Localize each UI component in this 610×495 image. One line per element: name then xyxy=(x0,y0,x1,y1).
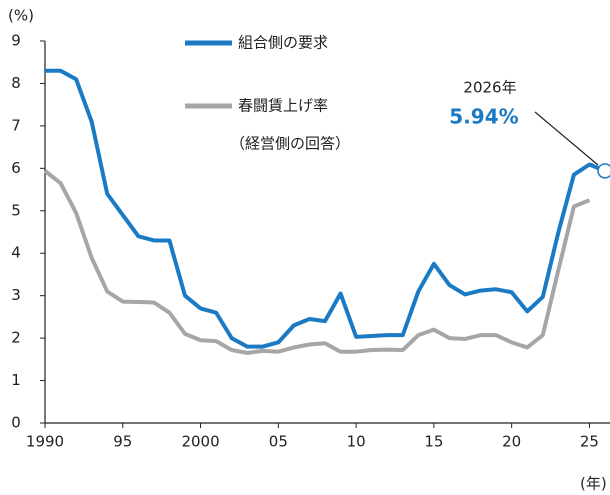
y-unit: (%) xyxy=(8,7,34,25)
x-tick-label: 20 xyxy=(502,433,521,451)
x-tick-label: 1990 xyxy=(26,433,64,451)
x-tick-label: 05 xyxy=(269,433,288,451)
series-line xyxy=(43,169,591,355)
y-tick-label: 8 xyxy=(11,74,21,92)
y-tick-label: 2 xyxy=(11,329,21,347)
x-tick-label: 25 xyxy=(580,433,599,451)
y-tick-label: 5 xyxy=(11,201,21,219)
x-tick-label: 2000 xyxy=(181,433,219,451)
series-line xyxy=(45,68,606,349)
y-tick-label: 1 xyxy=(11,371,21,389)
y-tick-label: 7 xyxy=(11,116,21,134)
x-tick-label: 95 xyxy=(113,433,132,451)
x-unit: (年) xyxy=(580,475,607,493)
y-tick-label: 9 xyxy=(11,32,21,50)
y-tick-label: 6 xyxy=(11,159,21,177)
annotation: 5.94% xyxy=(449,105,518,129)
legend-note: （経営側の回答） xyxy=(230,135,350,153)
annotation: 2026年 xyxy=(463,79,516,97)
highlight-point xyxy=(597,163,610,179)
leader-line xyxy=(534,111,599,166)
y-tick-label: 0 xyxy=(11,414,21,432)
y-tick-label: 4 xyxy=(11,244,21,262)
x-tick-label: 10 xyxy=(347,433,366,451)
x-tick-label: 15 xyxy=(424,433,443,451)
legend-label: 組合側の要求 xyxy=(238,34,328,52)
y-tick-label: 3 xyxy=(11,286,21,304)
legend-label: 春闘賃上げ率 xyxy=(238,97,328,115)
